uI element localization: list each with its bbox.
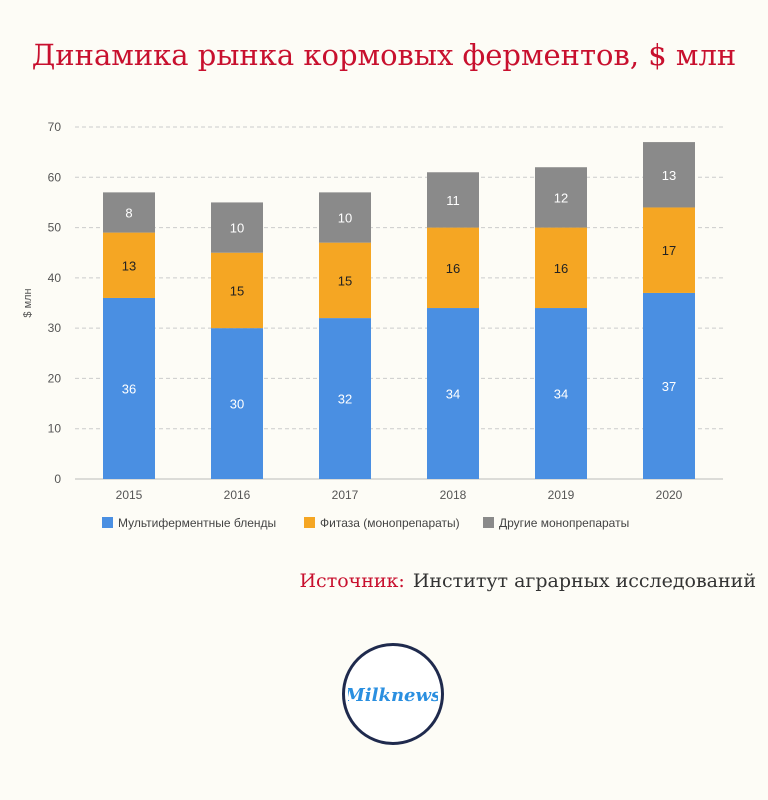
bar-segment — [643, 207, 695, 293]
x-tick-label: 2019 — [548, 488, 575, 502]
logo-wordmark: Milknews — [348, 685, 438, 706]
bar-segment — [643, 292, 695, 479]
legend-entry: Мультиферментные бленды — [118, 516, 276, 530]
y-tick-label: 30 — [48, 321, 62, 335]
page-title: Динамика рынка кормовых ферментов, $ млн — [31, 38, 737, 72]
milknews-logo: Milknews — [342, 643, 444, 745]
data-label: 10 — [338, 211, 352, 226]
x-tick-labels: 2015 2016 2017 2018 2019 2020 — [116, 488, 683, 502]
y-tick-label: 20 — [48, 371, 62, 385]
gridlines — [75, 126, 723, 480]
data-label: 15 — [230, 283, 244, 298]
legend-swatch — [102, 517, 113, 528]
x-tick-label: 2020 — [656, 488, 683, 502]
data-label: 16 — [554, 261, 568, 276]
x-tick-label: 2016 — [224, 488, 251, 502]
source-value: Институт аграрных исследований — [412, 570, 756, 592]
x-tick-label: 2018 — [440, 488, 467, 502]
logo-text: Milknews — [348, 685, 438, 706]
data-label: 17 — [662, 243, 676, 258]
bar-segment — [211, 328, 263, 479]
data-label: 34 — [554, 387, 568, 402]
data-label: 8 — [125, 205, 132, 220]
legend-entry: Другие монопрепараты — [499, 516, 629, 530]
legend-swatch — [483, 517, 494, 528]
bars: 36 13 8 30 15 10 32 15 10 34 16 11 34 16 12 37 17 13 — [103, 142, 695, 479]
data-label: 30 — [230, 397, 244, 412]
data-label: 10 — [230, 221, 244, 236]
data-label: 13 — [662, 168, 676, 183]
bar-segment — [319, 318, 371, 479]
bar-segment — [211, 202, 263, 253]
bar-segment — [535, 227, 587, 309]
legend-entry: Фитаза (монопрепараты) — [320, 516, 460, 530]
data-label: 37 — [662, 379, 676, 394]
x-tick-label: 2017 — [332, 488, 359, 502]
y-tick-label: 70 — [48, 120, 62, 134]
bar-segment — [211, 252, 263, 329]
data-label: 11 — [446, 193, 460, 208]
y-tick-label: 60 — [48, 170, 62, 184]
y-tick-label: 50 — [48, 221, 62, 235]
bar-segment — [319, 242, 371, 319]
x-tick-label: 2015 — [116, 488, 143, 502]
y-tick-label: 0 — [54, 472, 61, 486]
bar-segment — [427, 172, 479, 228]
data-label: 36 — [122, 381, 136, 396]
source-line: Источник: Институт аграрных исследований — [299, 570, 756, 592]
y-tick-label: 10 — [48, 422, 62, 436]
bar-segment — [319, 192, 371, 243]
source-label: Источник: — [299, 570, 405, 592]
data-label: 15 — [338, 273, 352, 288]
bar-segment — [103, 297, 155, 479]
bar-segment — [643, 142, 695, 208]
legend: Мультиферментные бленды Фитаза (монопрепа… — [102, 516, 629, 530]
bar-segment — [427, 308, 479, 479]
bar-segment — [103, 192, 155, 233]
bar-segment — [535, 167, 587, 228]
y-axis-label: $ млн — [22, 288, 34, 317]
data-label: 34 — [446, 387, 460, 402]
data-label: 32 — [338, 392, 352, 407]
bar-segment — [103, 232, 155, 298]
bar-segment — [535, 308, 587, 479]
data-label: 16 — [446, 261, 460, 276]
data-label: 13 — [122, 258, 136, 273]
data-label: 12 — [554, 190, 568, 205]
legend-swatch — [304, 517, 315, 528]
y-tick-label: 40 — [48, 271, 62, 285]
y-tick-labels: 0 10 20 30 40 50 60 70 — [48, 120, 62, 486]
bar-segment — [427, 227, 479, 309]
